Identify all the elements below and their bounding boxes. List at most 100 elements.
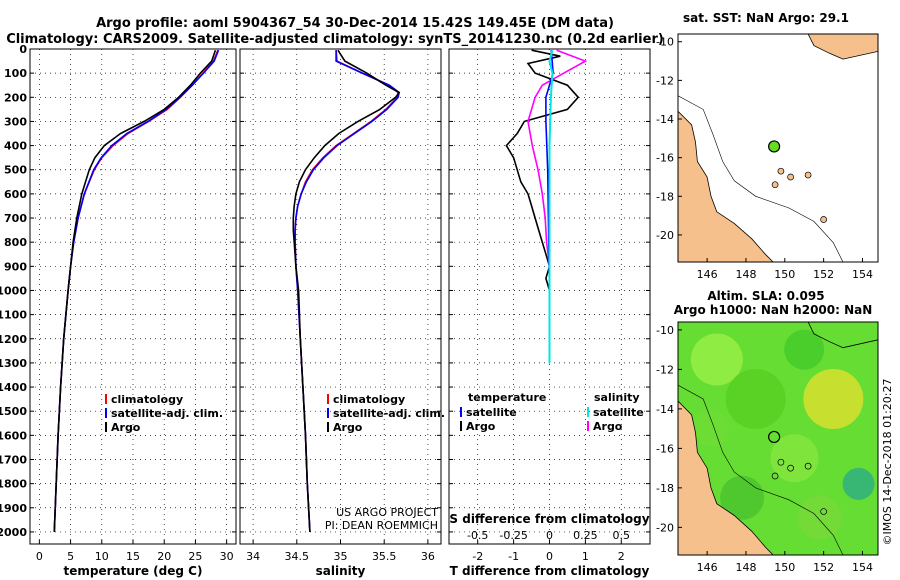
x-axis-label: salinity xyxy=(316,564,366,578)
x-tick-label: -1 xyxy=(508,550,519,563)
plot-frame xyxy=(29,48,237,545)
float-position-marker xyxy=(768,430,781,444)
depth-tick-label: 900 xyxy=(4,260,27,273)
reef-island xyxy=(771,472,779,480)
coastline-land xyxy=(678,110,774,262)
difference-panel: -2 -1 0 1 2 -0.5 -0.25 0 0.25 0.5 S difference fro… xyxy=(448,48,651,578)
x-axis-label: temperature (deg C) xyxy=(64,564,203,578)
x-tick-label: 10 xyxy=(95,550,109,563)
series-satellite-line xyxy=(53,49,220,532)
x-tick-label: 1 xyxy=(582,550,589,563)
sla-anomaly-blob xyxy=(720,475,765,520)
sla-anomaly-blob xyxy=(725,369,786,430)
x-tick-label: 34.5 xyxy=(285,550,310,563)
sla-anomaly-blob xyxy=(770,434,819,483)
sla-anomaly-blob xyxy=(803,369,864,430)
legend-label: Argo xyxy=(466,420,496,433)
legend-label: climatology xyxy=(111,393,183,406)
sla-anomaly-blob xyxy=(842,467,875,500)
reef-island xyxy=(804,171,812,179)
plot-frame xyxy=(448,48,651,545)
s-tick-label: 0.25 xyxy=(573,529,598,542)
s-tick-label: 0.5 xyxy=(613,529,631,542)
legend-label: satellite-adj. clim. xyxy=(111,407,223,420)
x-tick-label: -2 xyxy=(472,550,483,563)
reef-island xyxy=(820,216,827,223)
x-tick-label: 34 xyxy=(246,550,260,563)
map-y-tick-label: -20 xyxy=(656,229,674,242)
map-frame xyxy=(677,321,879,556)
series-argo-line xyxy=(53,49,217,532)
legend-label: Argo xyxy=(333,421,363,434)
map-y-tick-label: -16 xyxy=(656,152,674,165)
depth-tick-label: 300 xyxy=(4,115,27,128)
reef-island xyxy=(777,167,785,175)
legend-label: satellite xyxy=(466,406,517,419)
map-x-tick-label: 154 xyxy=(852,268,873,281)
png-land xyxy=(807,34,878,60)
x-tick-label: 15 xyxy=(126,550,140,563)
x-tick-label: 2 xyxy=(618,550,625,563)
depth-tick-label: 1700 xyxy=(0,453,27,466)
plot-frame xyxy=(239,48,442,545)
credit-text: ©IMOS 14-Dec-2018 01:20:27 xyxy=(881,379,894,546)
map-x-tick-label: 152 xyxy=(813,268,834,281)
figure-title-line2: Climatology: CARS2009. Satellite-adjuste… xyxy=(6,32,664,47)
map-content xyxy=(678,322,878,555)
map-x-tick-label: 148 xyxy=(735,268,756,281)
depth-tick-label: 2000 xyxy=(0,526,27,539)
sst-map-title: sat. SST: NaN Argo: 29.1 xyxy=(683,11,849,25)
reef-island xyxy=(787,464,794,472)
depth-tick-label: 1000 xyxy=(0,284,27,297)
depth-tick-label: 600 xyxy=(4,188,27,201)
temperature-panel: 0100200300400500600700800900100011001200… xyxy=(0,43,237,578)
sla-anomaly-blob xyxy=(784,329,825,370)
map-y-tick-label: -14 xyxy=(656,113,674,126)
legend-title-salinity: salinity xyxy=(594,391,640,404)
depth-tick-label: 1400 xyxy=(0,381,27,394)
x-tick-label: 20 xyxy=(157,550,171,563)
map-y-tick-label: -10 xyxy=(656,324,674,337)
sla-anomaly-blob xyxy=(693,410,730,447)
map-x-tick-label: 146 xyxy=(697,268,718,281)
depth-tick-label: 700 xyxy=(4,212,27,225)
reef-island xyxy=(777,458,785,466)
x-tick-label: 35 xyxy=(334,550,348,563)
x-axis-label: T difference from climatology xyxy=(450,564,650,578)
sla-anomaly-blob xyxy=(797,495,842,540)
depth-tick-label: 800 xyxy=(4,236,27,249)
float-position-marker xyxy=(768,140,781,153)
reef-island xyxy=(820,508,827,515)
x-tick-label: 5 xyxy=(67,550,74,563)
s-tick-label: 0 xyxy=(546,529,553,542)
depth-tick-label: 500 xyxy=(4,164,27,177)
legend-label: Argo xyxy=(593,420,623,433)
depth-tick-label: 1300 xyxy=(0,357,27,370)
legend-label: satellite-adj. clim. xyxy=(333,407,445,420)
x-tick-label: 0 xyxy=(546,550,553,563)
depth-tick-label: 200 xyxy=(4,91,27,104)
depth-tick-label: 100 xyxy=(4,67,27,80)
depth-tick-label: 1600 xyxy=(0,429,27,442)
map-y-tick-label: -12 xyxy=(656,363,674,376)
map-x-tick-label: 148 xyxy=(735,561,756,574)
legend-title-temperature: temperature xyxy=(468,391,546,404)
depth-tick-label: 1100 xyxy=(0,309,27,322)
legend-label: Argo xyxy=(111,421,141,434)
s-tick-label: -0.25 xyxy=(499,529,527,542)
map-y-tick-label: -16 xyxy=(656,442,674,455)
shelf-contour xyxy=(678,384,844,555)
map-x-tick-label: 146 xyxy=(697,561,718,574)
series-climatology-line xyxy=(53,49,219,532)
series-s-satellite-line xyxy=(548,49,554,363)
map-x-tick-label: 150 xyxy=(774,561,795,574)
s-tick-label: -0.5 xyxy=(467,529,488,542)
depth-tick-label: 400 xyxy=(4,140,27,153)
depth-tick-label: 0 xyxy=(19,43,27,56)
shelf-contour xyxy=(678,95,844,262)
project-annotation-line1: US ARGO PROJECT xyxy=(336,506,438,519)
s-axis-label: S difference from climatology xyxy=(449,512,649,526)
sla-anomaly-blob xyxy=(690,333,743,386)
x-tick-label: 35.5 xyxy=(372,550,397,563)
